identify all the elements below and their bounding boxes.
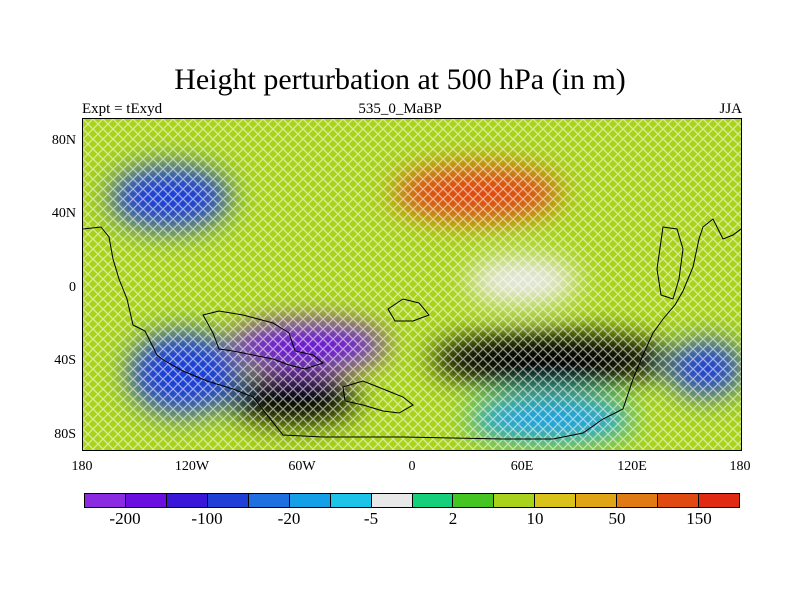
colorbar-swatch bbox=[289, 494, 331, 507]
continent-outlines bbox=[83, 218, 741, 440]
experiment-label: Expt = tExyd bbox=[82, 101, 163, 117]
y-tick-label: 80N bbox=[51, 133, 76, 148]
colorbar-label: -100 bbox=[191, 509, 223, 528]
colorbar-swatch bbox=[658, 494, 700, 507]
colorbar-label: 2 bbox=[448, 509, 458, 528]
colorbar-swatch bbox=[535, 494, 577, 507]
time-label: 535_0_MaBP bbox=[358, 101, 442, 117]
colorbar-swatch bbox=[207, 494, 249, 507]
colorbar-label: 50 bbox=[608, 509, 626, 528]
colorbar-swatch bbox=[617, 494, 659, 507]
colorbar-label: 150 bbox=[686, 509, 712, 528]
colorbar-swatch bbox=[453, 494, 495, 507]
colorbar-swatch bbox=[85, 494, 126, 507]
colorbar-label: -200 bbox=[109, 509, 141, 528]
y-tick-label: 0 bbox=[69, 280, 76, 295]
colorbar-swatch bbox=[248, 494, 290, 507]
colorbar-swatch bbox=[371, 494, 413, 507]
colorbar-swatch bbox=[166, 494, 208, 507]
height-field-map bbox=[83, 119, 741, 450]
chart-title: Height perturbation at 500 hPa (in m) bbox=[174, 63, 626, 96]
x-tick-label: 60E bbox=[510, 459, 534, 474]
x-tick-label: 180 bbox=[729, 459, 751, 474]
x-tick-label: 0 bbox=[408, 459, 416, 474]
season-label: JJA bbox=[719, 101, 742, 117]
colorbar-swatch bbox=[699, 494, 739, 507]
colorbar-label: -5 bbox=[363, 509, 379, 528]
y-tick-label: 40N bbox=[51, 206, 76, 221]
x-tick-label: 120E bbox=[617, 459, 647, 474]
y-tick-label: 40S bbox=[54, 353, 76, 368]
x-tick-label: 120W bbox=[174, 459, 210, 474]
y-tick-label: 80S bbox=[54, 427, 76, 442]
colorbar-swatch bbox=[494, 494, 536, 507]
x-tick-label: 60W bbox=[288, 459, 316, 474]
map-plot-area bbox=[82, 118, 742, 451]
colorbar-label: -20 bbox=[277, 509, 301, 528]
colorbar-swatch bbox=[412, 494, 454, 507]
colorbar-label: 10 bbox=[526, 509, 544, 528]
colorbar-swatch bbox=[330, 494, 372, 507]
colorbar-swatch bbox=[125, 494, 167, 507]
colorbar-swatch bbox=[576, 494, 618, 507]
hatch-overlay bbox=[83, 119, 741, 450]
x-tick-label: 180 bbox=[71, 459, 93, 474]
colorbar bbox=[84, 493, 740, 508]
